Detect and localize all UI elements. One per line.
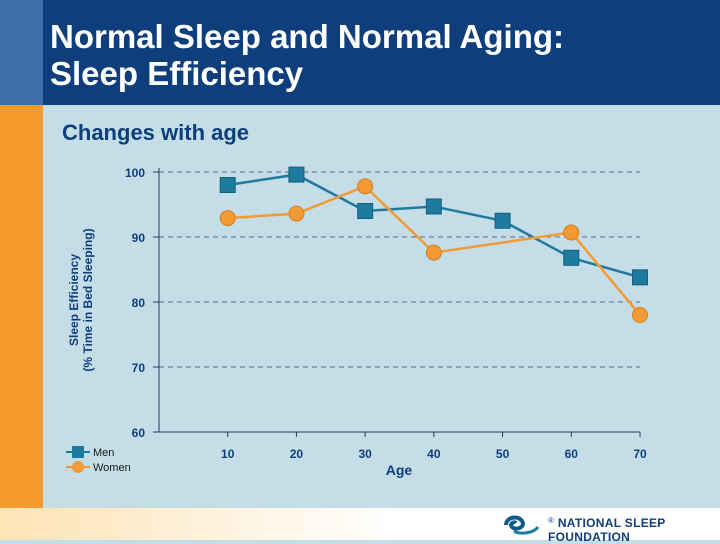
sleep-foundation-logo-icon	[504, 515, 540, 535]
slide-subtitle: Changes with age	[62, 120, 250, 145]
series-men	[219, 166, 648, 286]
y-tick-100: 100	[125, 166, 145, 180]
y-tick-labels: 60 70 80 90 100	[125, 166, 145, 440]
registered-mark: ®	[548, 516, 555, 525]
legend: Men Women	[66, 446, 131, 474]
axes	[153, 168, 641, 437]
x-tick-10: 10	[221, 447, 235, 461]
point-men-20	[288, 166, 305, 183]
slide-title-line2: Sleep Efficiency	[50, 55, 304, 92]
point-women-30	[357, 178, 374, 195]
point-women-60	[563, 224, 580, 241]
x-tick-labels: 10 20 30 40 50 60 70	[221, 447, 647, 461]
x-tick-20: 20	[290, 447, 304, 461]
legend-marker-men	[72, 446, 84, 458]
slide-title-line1: Normal Sleep and Normal Aging:	[50, 18, 565, 55]
left-accent-orange	[0, 105, 43, 508]
series-line-women	[227, 184, 641, 316]
point-men-60	[563, 249, 580, 266]
point-women-10	[219, 210, 236, 227]
series-women	[219, 178, 648, 323]
x-tick-70: 70	[633, 447, 647, 461]
footer	[0, 508, 720, 540]
point-men-70	[632, 269, 648, 286]
point-women-70	[632, 307, 648, 323]
y-tick-80: 80	[132, 296, 146, 310]
y-tick-70: 70	[132, 361, 146, 375]
point-men-50	[494, 212, 511, 229]
y-axis-title-line1: Sleep Efficiency	[67, 254, 81, 346]
point-men-30	[357, 203, 374, 219]
y-tick-90: 90	[132, 231, 146, 245]
legend-label-women: Women	[93, 462, 131, 474]
y-axis-title-line2: (% Time in Bed Sleeping)	[81, 228, 95, 371]
grid-lines	[159, 171, 640, 368]
sleep-efficiency-chart: 60 70 80 90 100 10 20 30 40 50 60 70 Men Women Slee…	[66, 166, 648, 478]
x-tick-60: 60	[565, 447, 579, 461]
y-axis-title: Sleep Efficiency (% Time in Bed Sleeping…	[67, 228, 95, 371]
left-accent-blue	[0, 0, 43, 105]
point-women-40	[425, 244, 442, 261]
slide-title: Normal Sleep and Normal Aging: Sleep Eff…	[50, 18, 700, 92]
legend-label-men: Men	[93, 447, 114, 459]
x-tick-30: 30	[358, 447, 372, 461]
y-tick-60: 60	[132, 426, 146, 440]
x-tick-40: 40	[427, 447, 441, 461]
point-men-10	[219, 177, 236, 193]
point-women-20	[288, 205, 305, 222]
x-axis-title: Age	[386, 462, 413, 478]
title-bar	[43, 0, 720, 105]
legend-marker-women	[72, 461, 84, 473]
point-men-40	[425, 198, 442, 215]
x-tick-50: 50	[496, 447, 510, 461]
data-series	[219, 166, 648, 323]
